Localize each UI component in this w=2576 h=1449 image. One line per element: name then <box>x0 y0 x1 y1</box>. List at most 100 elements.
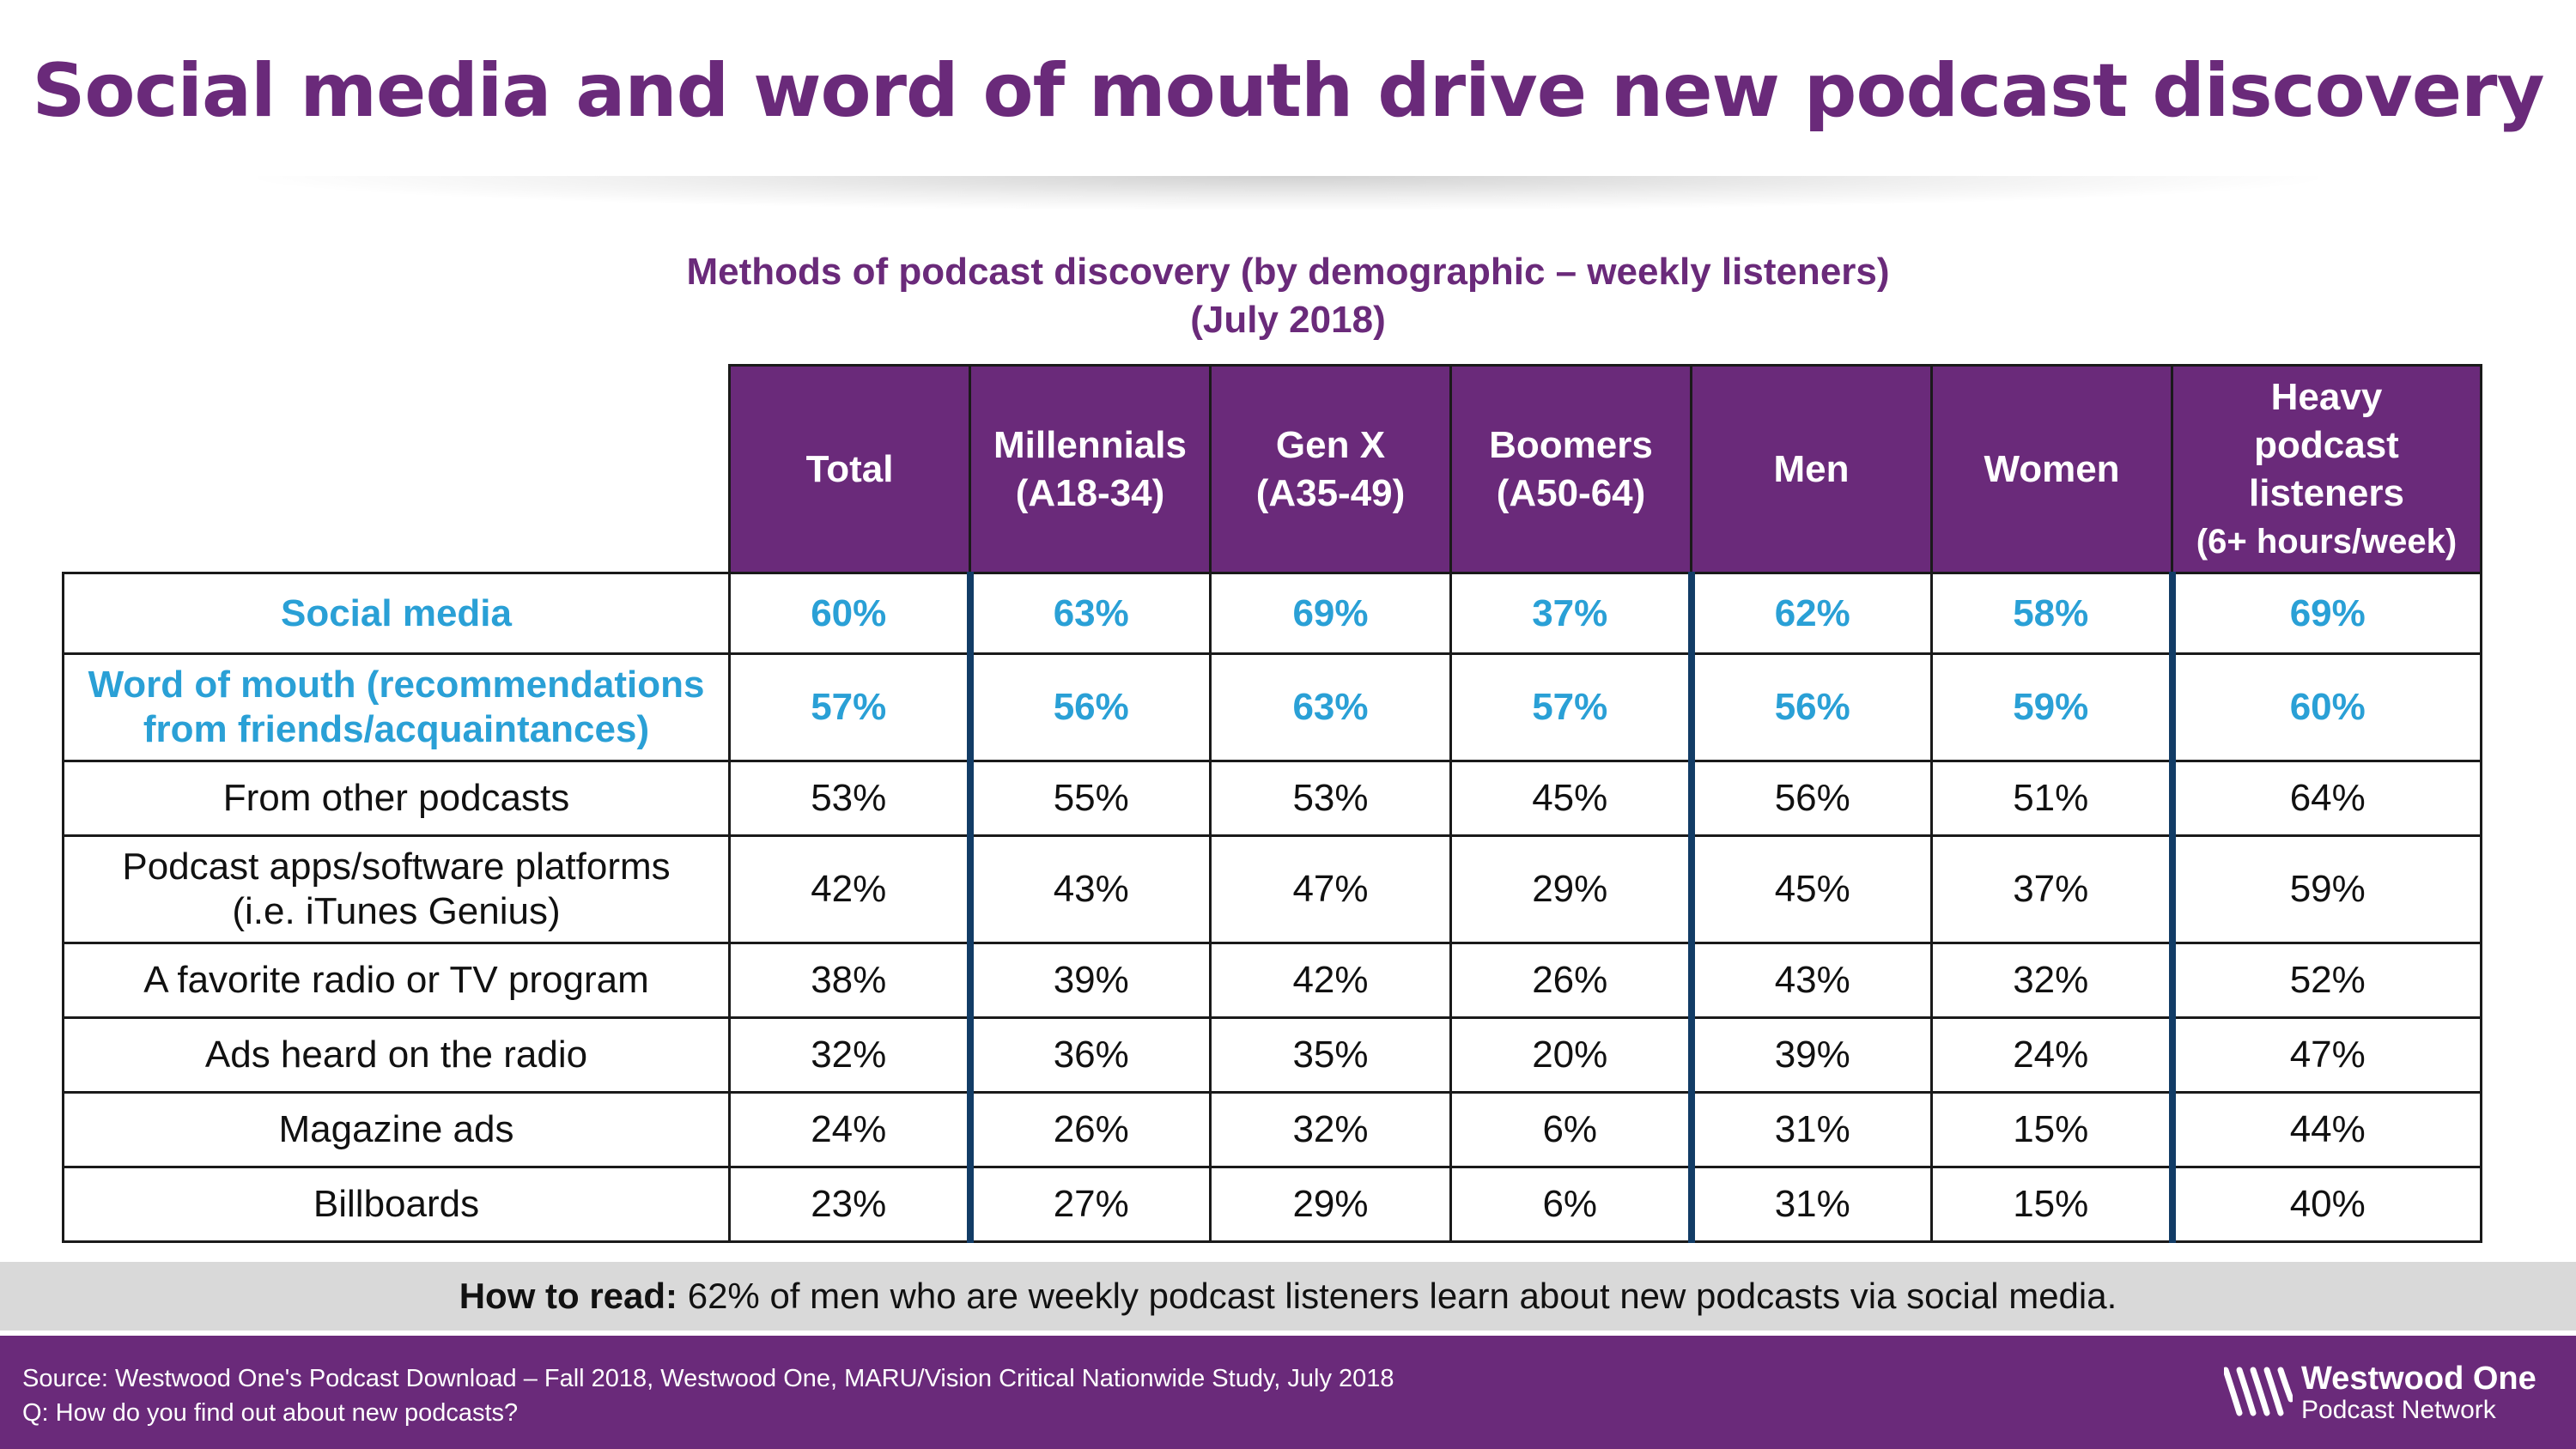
table-cell: 15% <box>1930 1091 2173 1168</box>
table-cell: 26% <box>1449 942 1692 1019</box>
page-title: Social media and word of mouth drive new… <box>32 48 2544 134</box>
footer-bar: Source: Westwood One's Podcast Download … <box>0 1336 2576 1449</box>
table-cell: 60% <box>2168 652 2482 762</box>
col-header-genx: Gen X (A35-49) <box>1209 364 1452 574</box>
table-cell: 29% <box>1449 834 1692 944</box>
table-title: Methods of podcast discovery (by demogra… <box>686 251 1890 293</box>
col-header-line: Boomers <box>1489 423 1653 466</box>
table-cell: 20% <box>1449 1016 1692 1094</box>
table-cell: 58% <box>1930 572 2173 655</box>
row-label: A favorite radio or TV program <box>62 942 731 1019</box>
table-cell: 64% <box>2168 760 2482 837</box>
col-header-line: (6+ hours/week) <box>2196 522 2458 561</box>
table-cell: 32% <box>728 1016 971 1094</box>
table-cell: 55% <box>966 760 1212 837</box>
table-cell: 38% <box>728 942 971 1019</box>
col-header-line: Men <box>1773 447 1850 490</box>
table-cell: 56% <box>1687 760 1933 837</box>
table-row: From other podcasts 53% 55% 53% 45% 56% … <box>62 760 2482 837</box>
row-label-line: From other podcasts <box>222 777 570 819</box>
table-cell: 27% <box>966 1166 1212 1243</box>
table-cell: 29% <box>1209 1166 1452 1243</box>
westwood-one-logo: Westwood One Podcast Network <box>2224 1360 2550 1428</box>
table-cell: 31% <box>1687 1091 1933 1168</box>
col-header-line: podcast <box>2254 423 2399 466</box>
row-label-line: Billboards <box>313 1183 480 1225</box>
table-cell: 40% <box>2168 1166 2482 1243</box>
table-cell: 36% <box>966 1016 1212 1094</box>
table-row: Billboards 23% 27% 29% 6% 31% 15% 40% <box>62 1166 2482 1243</box>
source-text: Source: Westwood One's Podcast Download … <box>22 1365 1394 1392</box>
row-label-line: Word of mouth (recommendations <box>88 664 705 706</box>
table-row: Magazine ads 24% 26% 32% 6% 31% 15% 44% <box>62 1091 2482 1168</box>
table-cell: 37% <box>1449 572 1692 655</box>
table-cell: 47% <box>2168 1016 2482 1094</box>
row-label-line: Social media <box>280 591 512 634</box>
table-cell: 45% <box>1449 760 1692 837</box>
table-cell: 24% <box>1930 1016 2173 1094</box>
col-header-line: listeners <box>2249 471 2404 514</box>
table-cell: 57% <box>1449 652 1692 762</box>
row-label: Ads heard on the radio <box>62 1016 731 1094</box>
header-row: Total Millennials (A18-34) Gen X (A35-49… <box>64 364 2482 574</box>
table-cell: 44% <box>2168 1091 2482 1168</box>
row-label: Podcast apps/software platforms (i.e. iT… <box>62 834 731 944</box>
row-label: Word of mouth (recommendations from frie… <box>62 652 731 762</box>
table-cell: 6% <box>1449 1091 1692 1168</box>
title-shadow <box>258 176 2318 210</box>
table-cell: 6% <box>1449 1166 1692 1243</box>
table-cell: 56% <box>1687 652 1933 762</box>
col-header-millennials: Millennials (A18-34) <box>969 364 1212 574</box>
table-cell: 63% <box>966 572 1212 655</box>
row-label-line: A favorite radio or TV program <box>143 959 649 1001</box>
col-header-men: Men <box>1690 364 1933 574</box>
table-cell: 23% <box>728 1166 971 1243</box>
table-cell: 69% <box>2168 572 2482 655</box>
table-cell: 59% <box>2168 834 2482 944</box>
table-cell: 15% <box>1930 1166 2173 1243</box>
row-label: From other podcasts <box>62 760 731 837</box>
table-row: Word of mouth (recommendations from frie… <box>62 652 2482 762</box>
table-cell: 26% <box>966 1091 1212 1168</box>
col-header-heavy-listeners: Heavy podcast listeners (6+ hours/week) <box>2171 364 2482 574</box>
col-header-line: Millennials <box>993 423 1187 466</box>
table-cell: 32% <box>1930 942 2173 1019</box>
table-cell: 42% <box>1209 942 1452 1019</box>
table-cell: 37% <box>1930 834 2173 944</box>
col-header-boomers: Boomers (A50-64) <box>1449 364 1692 574</box>
row-label: Billboards <box>62 1166 731 1243</box>
table-cell: 42% <box>728 834 971 944</box>
col-header-line: (A50-64) <box>1496 471 1646 514</box>
row-label-line: Podcast apps/software platforms <box>122 846 671 888</box>
table-cell: 51% <box>1930 760 2173 837</box>
row-label: Social media <box>62 572 731 655</box>
discovery-table: Total Millennials (A18-34) Gen X (A35-49… <box>62 364 2482 1243</box>
col-header-women: Women <box>1930 364 2173 574</box>
table-cell: 53% <box>1209 760 1452 837</box>
table-cell: 39% <box>966 942 1212 1019</box>
table-cell: 57% <box>728 652 971 762</box>
table-row: A favorite radio or TV program 38% 39% 4… <box>62 942 2482 1019</box>
table-cell: 69% <box>1209 572 1452 655</box>
col-header-total: Total <box>728 364 971 574</box>
table-cell: 35% <box>1209 1016 1452 1094</box>
table-cell: 43% <box>966 834 1212 944</box>
how-to-read-text: 62% of men who are weekly podcast listen… <box>687 1276 2117 1316</box>
col-header-line: Women <box>1984 447 2120 490</box>
table-cell: 45% <box>1687 834 1933 944</box>
row-label-line: (i.e. iTunes Genius) <box>232 890 561 932</box>
how-to-read-label: How to read: <box>459 1276 678 1316</box>
header-corner <box>64 366 730 573</box>
logo-text-secondary: Podcast Network <box>2301 1396 2496 1424</box>
table-cell: 32% <box>1209 1091 1452 1168</box>
table-cell: 47% <box>1209 834 1452 944</box>
col-header-line: Heavy <box>2270 375 2383 418</box>
table-cell: 39% <box>1687 1016 1933 1094</box>
question-text: Q: How do you find out about new podcast… <box>22 1399 519 1427</box>
source-note: Source: Westwood One's Podcast Download … <box>22 1361 1394 1430</box>
row-label: Magazine ads <box>62 1091 731 1168</box>
table-cell: 60% <box>728 572 971 655</box>
col-header-line: Total <box>805 447 894 490</box>
how-to-read-band: How to read: 62% of men who are weekly p… <box>0 1262 2576 1331</box>
table-cell: 56% <box>966 652 1212 762</box>
